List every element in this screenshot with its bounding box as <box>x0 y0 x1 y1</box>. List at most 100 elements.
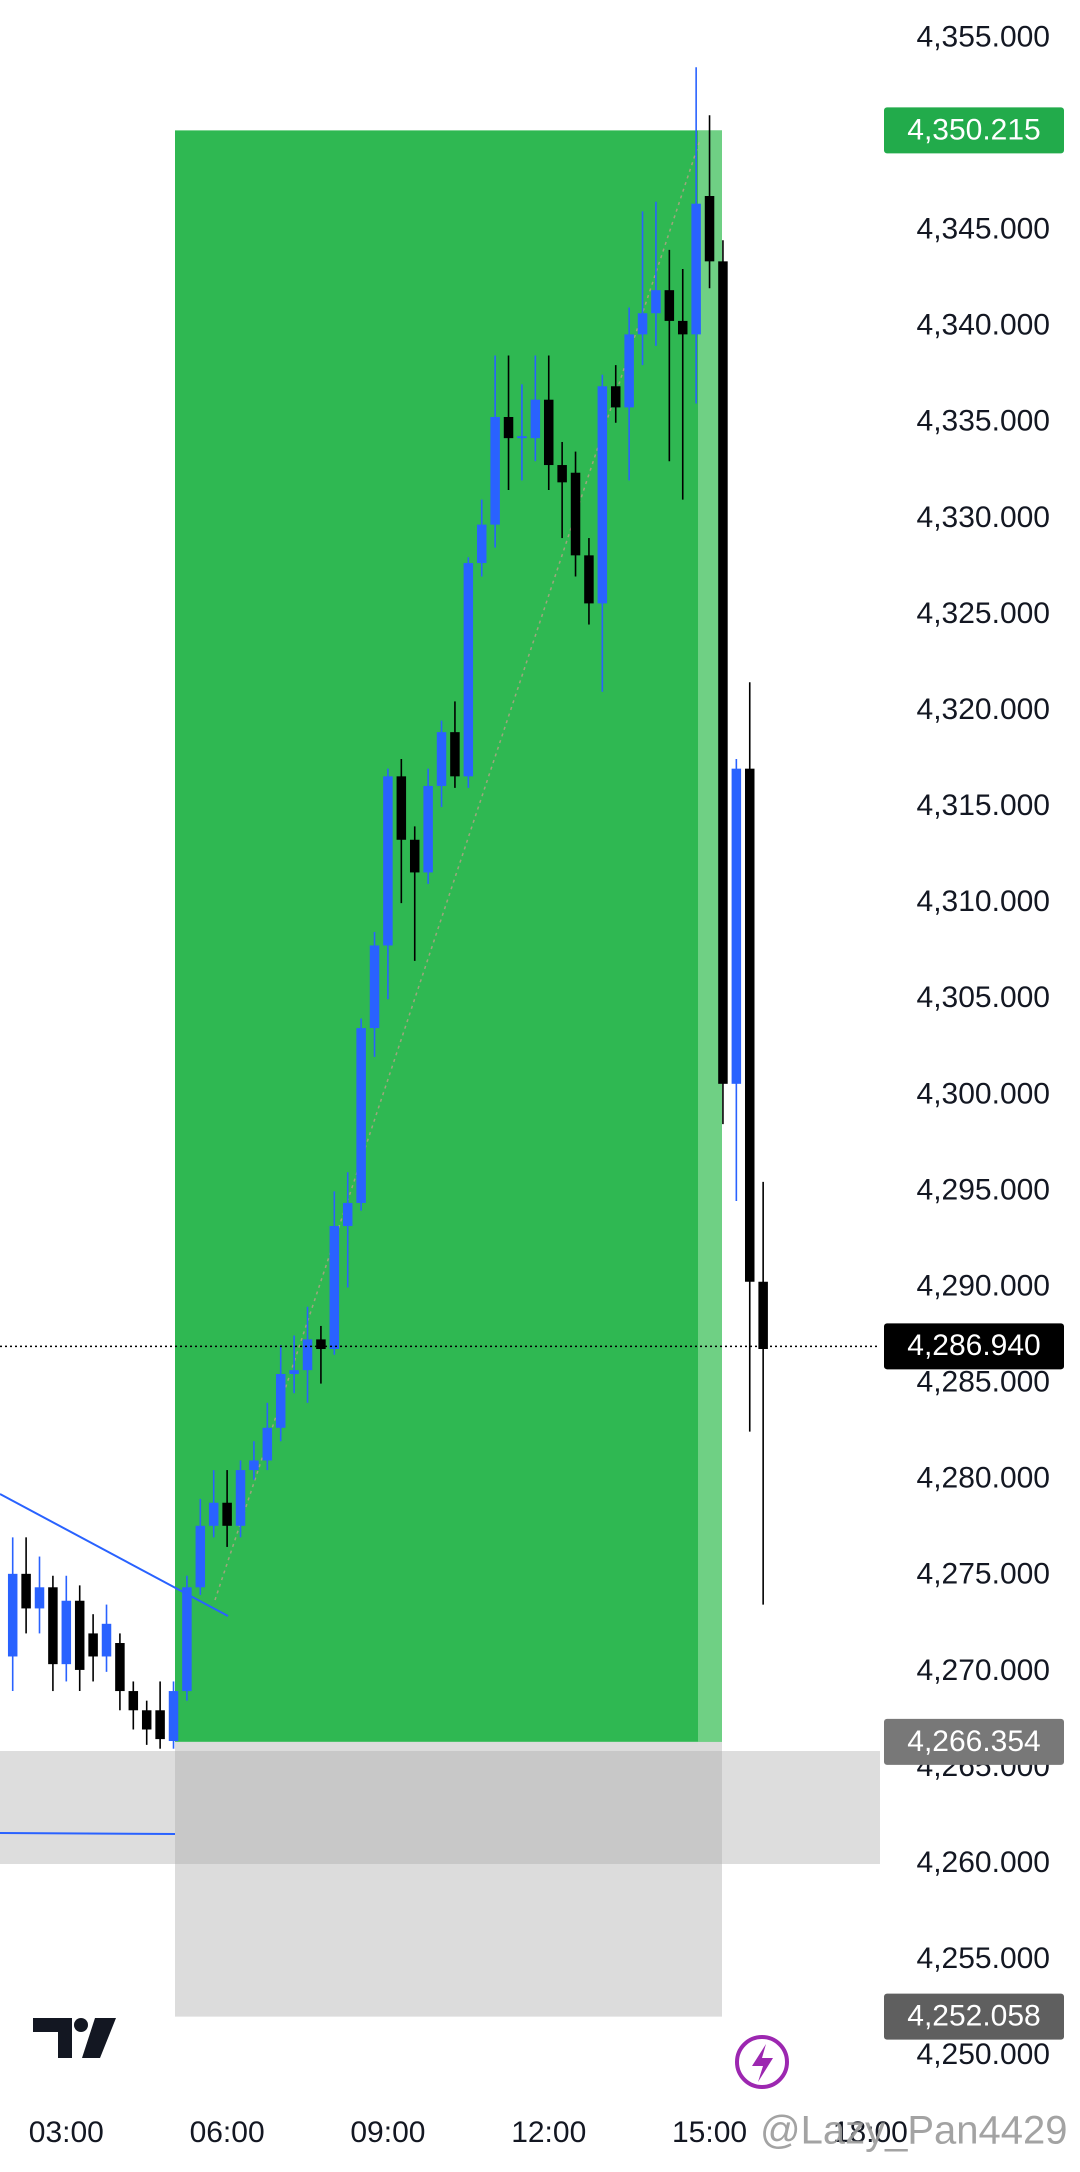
candle-body <box>704 196 715 262</box>
candle-body <box>584 555 594 604</box>
y-tick-label: 4,300.000 <box>917 1077 1050 1110</box>
candle-body <box>115 1643 125 1692</box>
candle-body <box>637 313 648 335</box>
x-tick-label: 09:00 <box>350 2116 425 2149</box>
candle-body <box>383 776 393 946</box>
candle-body <box>275 1373 286 1428</box>
y-tick-label: 4,275.000 <box>917 1558 1050 1591</box>
tradingview-logo <box>33 2018 116 2058</box>
price-axis: 4,250.0004,255.0004,260.0004,265.0004,27… <box>29 20 1064 2149</box>
watermark: @Lazy_Pan4429 <box>760 2109 1068 2153</box>
candle-body <box>222 1502 232 1526</box>
candle-body <box>7 1573 18 1657</box>
candle-body <box>302 1339 313 1371</box>
candle-body <box>557 465 567 483</box>
price-label: 4,252.058 <box>907 2000 1040 2033</box>
candles <box>0 67 880 1749</box>
y-tick-label: 4,340.000 <box>917 309 1050 342</box>
candle-body <box>342 1202 353 1227</box>
candle-body <box>463 563 474 777</box>
stop-zone <box>175 1741 722 2017</box>
candle-body <box>718 261 728 1084</box>
price-label: 4,266.354 <box>907 1725 1040 1758</box>
price-label: 4,286.940 <box>907 1329 1040 1362</box>
price-label: 4,350.215 <box>907 113 1040 146</box>
y-tick-label: 4,305.000 <box>917 981 1050 1014</box>
candle-body <box>543 399 554 466</box>
price-label-box <box>884 107 1064 154</box>
candle-body <box>235 1470 246 1526</box>
candle-body <box>195 1525 206 1588</box>
candle-body <box>490 417 500 525</box>
y-tick-label: 4,290.000 <box>917 1269 1050 1302</box>
y-tick-label: 4,255.000 <box>917 1942 1050 1975</box>
x-tick-label: 06:00 <box>190 2116 265 2149</box>
price-label-box <box>884 1718 1064 1765</box>
candle-body <box>396 776 407 840</box>
candle-body <box>450 732 460 777</box>
y-tick-label: 4,310.000 <box>917 885 1050 918</box>
candle-body <box>503 417 514 439</box>
candle-body <box>289 1370 299 1374</box>
candle-body <box>664 290 675 321</box>
price-label-box <box>884 1323 1064 1370</box>
x-tick-label: 03:00 <box>29 2116 104 2149</box>
profit-zone-current <box>698 130 722 1742</box>
candle-body <box>141 1710 152 1730</box>
candle-body <box>476 524 487 564</box>
candle-body <box>758 1281 768 1350</box>
lightning-icon <box>735 2035 789 2089</box>
x-tick-label: 18:00 <box>833 2116 908 2149</box>
candle-body <box>208 1502 219 1526</box>
candle-body <box>409 839 420 873</box>
candle-body <box>691 203 701 335</box>
candle-body <box>61 1600 72 1665</box>
price-label-box <box>884 1993 1064 2040</box>
candle-body <box>48 1587 58 1665</box>
range-band <box>0 1751 880 1864</box>
candle-body <box>74 1600 85 1670</box>
candle-body <box>610 386 621 408</box>
candle-body <box>249 1460 259 1471</box>
y-tick-label: 4,270.000 <box>917 1654 1050 1687</box>
candle-body <box>624 334 634 408</box>
candle-body <box>731 768 742 1084</box>
candle-body <box>155 1710 165 1740</box>
y-tick-label: 4,325.000 <box>917 597 1050 630</box>
x-tick-label: 15:00 <box>672 2116 747 2149</box>
y-tick-label: 4,335.000 <box>917 405 1050 438</box>
horizontal-line <box>0 1832 176 1835</box>
candle-body <box>101 1623 112 1657</box>
candle-body <box>168 1691 179 1742</box>
candle-body <box>128 1691 139 1711</box>
candle-body <box>34 1587 45 1609</box>
y-tick-label: 4,250.000 <box>917 2038 1050 2071</box>
x-tick-label: 12:00 <box>511 2116 586 2149</box>
y-tick-label: 4,320.000 <box>917 693 1050 726</box>
candle-body <box>677 320 688 335</box>
candle-body <box>356 1028 366 1203</box>
candle-body <box>182 1587 192 1692</box>
y-tick-label: 4,330.000 <box>917 501 1050 534</box>
y-tick-label: 4,285.000 <box>917 1366 1050 1399</box>
candle-body <box>744 768 755 1282</box>
y-tick-label: 4,280.000 <box>917 1462 1050 1495</box>
candle-body <box>517 436 527 439</box>
y-tick-label: 4,315.000 <box>917 789 1050 822</box>
candle-body <box>369 945 380 1029</box>
y-tick-label: 4,295.000 <box>917 1173 1050 1206</box>
y-tick-label: 4,345.000 <box>917 213 1050 246</box>
candle-body <box>651 290 661 314</box>
candle-body <box>530 399 541 439</box>
candle-body <box>21 1573 31 1609</box>
profit-zone <box>175 130 722 1742</box>
path-line <box>214 139 701 1601</box>
candle-body <box>423 785 433 873</box>
candle-body <box>570 472 581 556</box>
y-tick-label: 4,260.000 <box>917 1846 1050 1879</box>
candle-body <box>88 1633 98 1657</box>
candle-body <box>262 1427 273 1461</box>
candle-body <box>436 732 447 786</box>
